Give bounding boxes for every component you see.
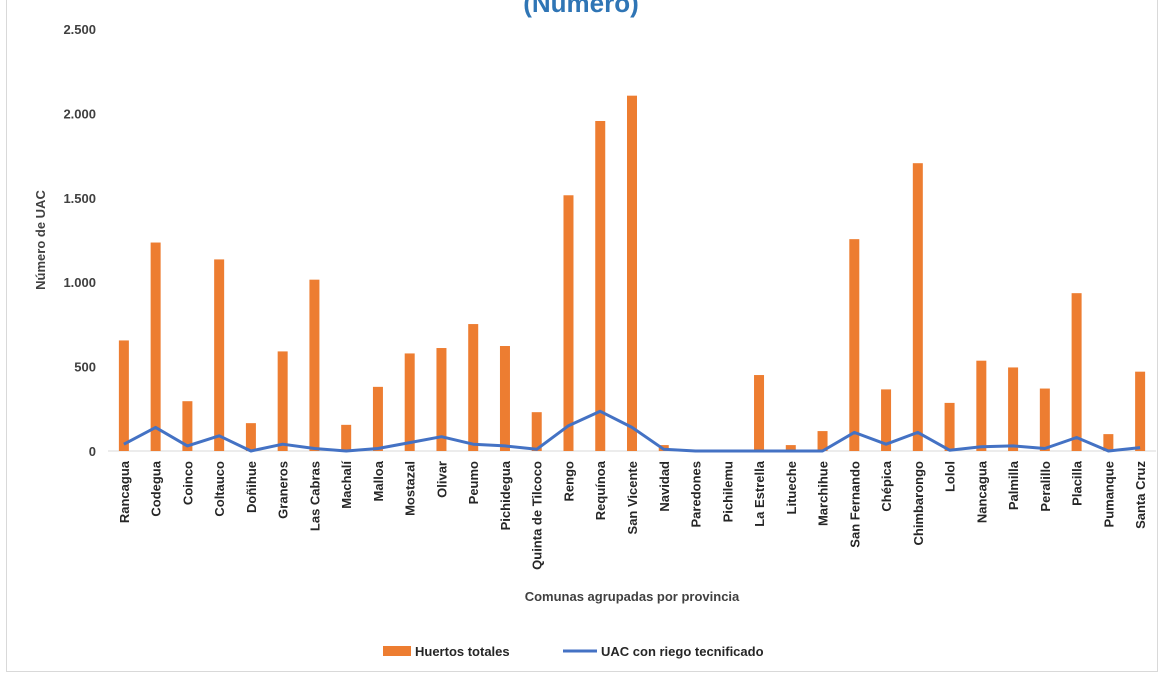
bar-huertos-totales — [499, 346, 510, 451]
x-tick-label: Peralillo — [1038, 461, 1053, 512]
x-tick-label: Rengo — [561, 461, 576, 502]
x-tick-label: Codegua — [149, 460, 164, 516]
bar-huertos-totales — [944, 402, 955, 451]
legend-label-huertos: Huertos totales — [415, 644, 510, 659]
bar-huertos-totales — [531, 412, 542, 451]
bar-huertos-totales — [1039, 388, 1050, 451]
bar-huertos-totales — [595, 120, 606, 451]
x-tick-label: Paredones — [689, 461, 704, 527]
x-tick-label: Coinco — [180, 461, 195, 505]
x-axis-title: Comunas agrupadas por provincia — [525, 589, 740, 604]
x-tick-label: Quinta de Tilcoco — [530, 461, 545, 570]
bar-huertos-totales — [182, 401, 193, 451]
bar-huertos-totales — [468, 324, 479, 451]
x-tick-label: Pichilemu — [720, 461, 735, 522]
x-tick-label: Machalí — [339, 461, 354, 509]
bar-huertos-totales — [785, 445, 796, 451]
x-tick-label: Placilla — [1070, 460, 1085, 506]
y-tick-label: 1.500 — [63, 191, 96, 206]
bar-huertos-totales — [563, 195, 574, 451]
bar-huertos-totales — [372, 386, 383, 451]
bar-huertos-totales — [277, 351, 288, 451]
y-tick-label: 0 — [89, 444, 96, 459]
bar-huertos-totales — [881, 389, 892, 451]
bar-huertos-totales — [1071, 293, 1082, 451]
x-tick-label: Litueche — [784, 461, 799, 514]
x-tick-label: Navidad — [657, 461, 672, 512]
x-tick-label: Peumo — [466, 461, 481, 504]
x-tick-label: Requínoa — [593, 460, 608, 520]
y-tick-label: 1.000 — [63, 275, 96, 290]
y-tick-label: 2.000 — [63, 106, 96, 121]
bar-huertos-totales — [214, 259, 225, 451]
y-tick-label: 2.500 — [63, 22, 96, 37]
chart-frame — [6, 0, 1158, 672]
bar-huertos-totales — [118, 340, 129, 451]
x-axis-ticks: Rancagua Codegua Coinco Coltauco Doñihue Gran… — [117, 460, 1148, 570]
x-tick-label: Pumanque — [1101, 461, 1116, 527]
y-axis-ticks: 0 500 1.000 1.500 2.000 2.500 — [63, 22, 96, 459]
x-tick-label: Mostazal — [403, 461, 418, 516]
bar-huertos-totales — [627, 95, 637, 452]
x-tick-label: Nancagua — [974, 460, 989, 523]
x-tick-label: Lolol — [943, 461, 958, 492]
bar-huertos-totales — [976, 360, 987, 451]
y-tick-label: 500 — [74, 360, 96, 375]
bar-huertos-totales — [754, 375, 765, 451]
bar-huertos-totales — [817, 431, 828, 451]
x-tick-label: Coltauco — [212, 461, 227, 517]
x-tick-label: Graneros — [276, 461, 291, 519]
bar-huertos-totales — [404, 353, 415, 451]
bar-huertos-totales — [1008, 367, 1019, 451]
x-tick-label: Palmilla — [1006, 460, 1021, 510]
x-tick-label: Doñihue — [244, 461, 259, 513]
bar-huertos-totales — [1103, 434, 1114, 451]
chart-title: (Número) — [523, 0, 639, 18]
bar-huertos-totales — [245, 423, 256, 451]
bar-huertos-totales — [849, 239, 860, 451]
legend: Huertos totales UAC con riego tecnificad… — [383, 644, 764, 659]
bar-huertos-totales — [341, 424, 352, 451]
x-tick-label: La Estrella — [752, 460, 767, 527]
bar-huertos-totales — [150, 242, 161, 451]
line-series — [123, 409, 1141, 453]
x-tick-label: Pichidegua — [498, 460, 513, 530]
bar-huertos-totales — [309, 279, 320, 451]
x-tick-label: Marchihue — [816, 461, 831, 526]
x-tick-label: Las Cabras — [307, 461, 322, 531]
bar-huertos-totales — [436, 348, 447, 451]
bar-huertos-totales — [912, 163, 923, 452]
x-tick-label: Santa Cruz — [1133, 461, 1148, 529]
y-axis-title: Número de UAC — [33, 190, 48, 290]
x-tick-label: San Vicente — [625, 461, 640, 534]
bar-huertos-totales — [1135, 371, 1146, 451]
x-tick-label: San Fernando — [847, 461, 862, 548]
x-tick-label: Malloa — [371, 460, 386, 501]
legend-swatch-huertos — [383, 646, 411, 656]
bar-series — [118, 95, 1146, 452]
x-tick-label: Chépica — [879, 460, 894, 511]
legend-label-uac: UAC con riego tecnificado — [601, 644, 764, 659]
x-tick-label: Olivar — [434, 461, 449, 498]
x-tick-label: Rancagua — [117, 460, 132, 523]
x-tick-label: Chimbarongo — [911, 461, 926, 546]
